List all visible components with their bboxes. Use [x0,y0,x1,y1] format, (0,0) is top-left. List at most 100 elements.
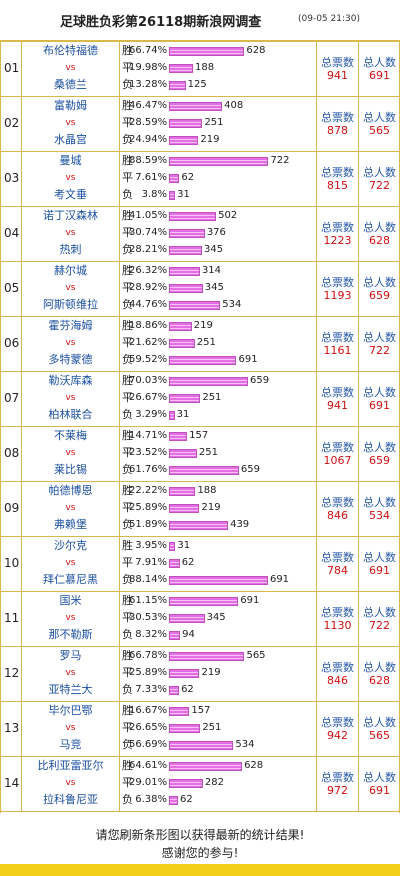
count: 62 [181,557,195,568]
away-team: 拜仁慕尼黑 [43,573,98,586]
cell-border [358,756,359,811]
pct-label: 44.76% [129,299,168,310]
count: 31 [176,409,190,420]
pct-label: 6.38% [135,794,167,805]
pct-label: 26.32% [129,265,168,276]
bar [169,487,196,496]
match-row: 05 赫尔城 vs 阿斯顿维拉 胜 26.32% 314 平 28.92% 345 负 44.76% 5… [1,261,400,317]
cell-border [119,701,120,756]
bar [169,136,199,145]
home-team: 布伦特福德 [43,44,98,57]
outcome-label: 胜 [122,319,133,332]
match-row: 02 富勒姆 vs 水晶宫 胜 46.47% 408 平 28.59% 251 负 24.94% 219… [1,96,400,152]
bar [169,686,180,695]
count: 439 [230,519,250,530]
cell-border [21,41,22,96]
pct-label: 3.8% [141,189,167,200]
count: 691 [240,595,260,606]
cell-border [119,591,120,646]
away-team: 拉科鲁尼亚 [43,793,98,806]
outcome-label: 负 [122,573,133,586]
people-label: 总人数 [363,111,396,124]
outcome-label: 负 [122,133,133,146]
home-team: 帕德博恩 [48,484,93,497]
votes: 784 [327,564,348,577]
vs: vs [65,118,76,128]
people-label: 总人数 [363,441,396,454]
outcome-label: 胜 [122,429,133,442]
votes: 815 [327,179,348,192]
count: 251 [202,392,222,403]
vs: vs [65,338,76,348]
count: 219 [201,502,221,513]
bar [169,411,175,420]
home-team: 诺丁汉森林 [43,209,98,222]
cell-border [21,481,22,536]
cell-border [316,316,317,371]
match-number: 06 [4,336,20,350]
votes-label: 总票数 [321,111,354,124]
match-row: 14 比利亚雷亚尔 vs 拉科鲁尼亚 胜 64.61% 628 平 29.01% 282 负 6.38… [1,756,400,812]
pct-label: 30.74% [129,227,168,238]
pct-label: 22.22% [129,485,168,496]
outcome-label: 平 [122,776,133,789]
count: 31 [177,189,190,200]
votes-label: 总票数 [321,496,354,509]
people-label: 总人数 [363,56,396,69]
cell-border [316,261,317,316]
votes: 1067 [323,454,352,467]
outcome-label: 胜 [122,99,133,112]
cell-border [316,96,317,151]
cell-border [316,536,317,591]
votes-label: 总票数 [321,276,354,289]
votes: 846 [327,674,348,687]
vs: vs [65,723,76,733]
match-number: 13 [4,721,20,735]
away-team: 多特蒙德 [48,353,93,366]
outcome-label: 平 [122,336,133,349]
people: 628 [369,674,390,687]
outcome-label: 平 [122,226,133,239]
pct-label: 51.89% [129,519,168,530]
people: 691 [369,69,390,82]
outcome-label: 负 [122,78,133,91]
votes: 1130 [323,619,352,632]
outcome-label: 平 [122,501,133,514]
match-number: 02 [4,116,20,130]
people: 659 [369,454,390,467]
home-team: 富勒姆 [54,99,87,112]
count: 691 [269,574,290,585]
pct-label: 61.15% [129,595,168,606]
pct-label: 28.59% [129,117,168,128]
match-row: 06 霍芬海姆 vs 多特蒙德 胜 18.86% 219 平 21.62% 251 负 59.52% 6… [1,316,400,372]
cell-border [119,151,120,206]
people-label: 总人数 [363,551,396,564]
cell-border [358,261,359,316]
cell-border [21,261,22,316]
outcome-label: 胜 [122,154,133,167]
count: 94 [182,629,195,640]
people: 722 [369,179,390,192]
match-number: 05 [4,281,20,295]
bar [169,466,239,475]
count: 62 [180,794,193,805]
home-team: 国米 [59,594,82,607]
pct-label: 64.61% [129,760,168,771]
bar [169,394,201,403]
cell-border [316,481,317,536]
home-team: 赫尔城 [54,264,87,277]
count: 722 [270,155,290,166]
votes-label: 总票数 [321,166,354,179]
pct-label: 28.92% [129,282,168,293]
pct-label: 21.62% [129,337,168,348]
cell-border [119,536,120,591]
outcome-label: 负 [122,188,133,201]
pct-label: 28.21% [129,244,168,255]
cell-border [119,41,120,96]
people-label: 总人数 [363,221,396,234]
bar [169,81,186,90]
people: 628 [369,234,390,247]
people: 565 [369,729,390,742]
votes: 941 [327,69,348,82]
away-team: 那不勒斯 [48,628,93,641]
